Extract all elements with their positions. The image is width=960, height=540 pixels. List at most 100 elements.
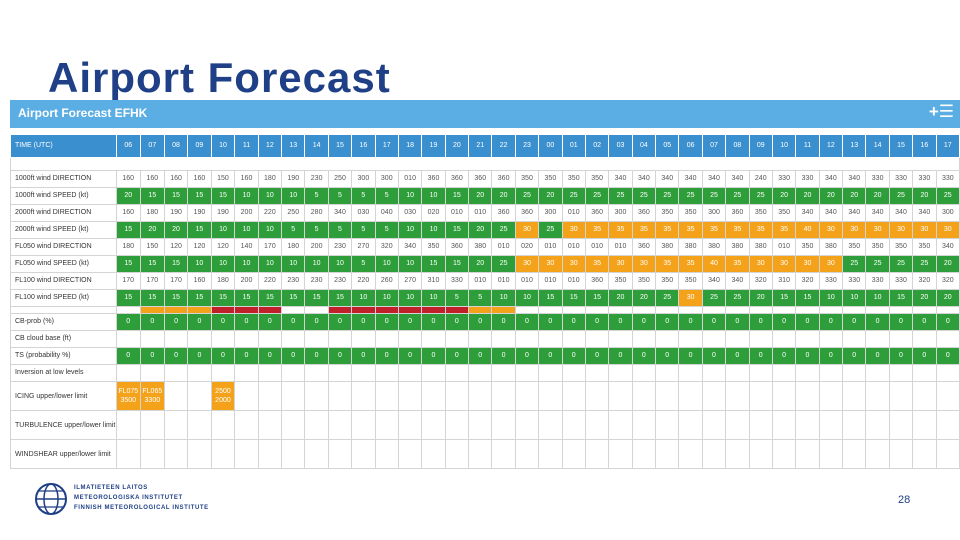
logo-line-en: FINNISH METEOROLOGICAL INSTITUTE <box>74 505 209 511</box>
table-cell <box>795 364 820 382</box>
time-cell: 11 <box>234 134 259 158</box>
table-cell: 300 <box>608 204 633 222</box>
table-cell: 190 <box>281 170 306 188</box>
table-cell: 330 <box>888 272 914 290</box>
table-cell <box>491 330 516 348</box>
table-cell: 350 <box>561 170 586 188</box>
table-cell: 25 <box>678 187 703 205</box>
table-cell: 10 <box>397 255 423 273</box>
table-cell: 20 <box>163 221 189 239</box>
table-cell: 0 <box>631 313 657 331</box>
table-cell <box>912 330 937 348</box>
table-cell <box>397 364 423 382</box>
table-cell: 330 <box>771 170 797 188</box>
table-row: FL050 wind DIRECTION 180 150 120 120 120 140 17… <box>10 238 960 256</box>
table-cell: 10 <box>327 255 353 273</box>
table-cell: 340 <box>818 204 844 222</box>
table-cell <box>234 410 259 440</box>
table-cell: 20 <box>795 187 820 205</box>
table-cell: 0 <box>561 347 586 365</box>
table-cell: 350 <box>748 204 773 222</box>
table-cell <box>115 330 141 348</box>
table-cell: 0 <box>139 313 165 331</box>
table-cell: 340 <box>678 170 703 188</box>
table-cell: 5 <box>374 221 399 239</box>
table-row: 1000ft wind SPEED (kt) 20 15 15 15 15 10 10 10 5 5… <box>10 187 960 205</box>
table-cell <box>725 330 750 348</box>
table-cell: 15 <box>187 187 212 205</box>
table-cell <box>491 381 516 411</box>
table-cell: 15 <box>444 255 470 273</box>
table-cell <box>771 364 797 382</box>
table-cell: 10 <box>818 289 844 307</box>
cb-base-row: CB cloud base (ft) <box>10 330 960 348</box>
table-cell: 190 <box>210 204 236 222</box>
table-cell: 340 <box>725 272 750 290</box>
table-cell: 20 <box>842 187 867 205</box>
time-cell: 05 <box>655 134 680 158</box>
table-cell <box>888 364 914 382</box>
icing-lower: 3300 <box>144 397 161 404</box>
table-cell <box>234 364 259 382</box>
strip-cell <box>234 306 259 314</box>
table-cell: 15 <box>538 289 563 307</box>
table-cell: 330 <box>912 170 937 188</box>
table-cell <box>187 364 212 382</box>
table-cell: 35 <box>701 221 727 239</box>
table-cell: 0 <box>444 313 470 331</box>
table-cell <box>888 381 914 411</box>
table-cell: 35 <box>771 221 797 239</box>
table-cell <box>163 410 189 440</box>
table-cell <box>912 439 937 469</box>
table-cell: 20 <box>538 187 563 205</box>
add-menu-icon[interactable]: +☰ <box>928 102 954 121</box>
table-cell: 340 <box>397 238 423 256</box>
table-cell: 200 <box>234 272 259 290</box>
table-cell: 20 <box>608 289 633 307</box>
table-cell: 25 <box>631 187 657 205</box>
fmi-globe-icon <box>35 483 67 515</box>
panel-header: Airport Forecast EFHK +☰ <box>10 100 960 128</box>
table-cell: 0 <box>374 347 399 365</box>
table-cell: 0 <box>304 347 329 365</box>
strip-cell <box>491 306 516 314</box>
table-cell: 310 <box>771 272 797 290</box>
table-cell: 360 <box>444 238 470 256</box>
table-cell <box>468 381 493 411</box>
table-cell <box>281 330 306 348</box>
table-cell: 350 <box>514 170 540 188</box>
table-cell: 340 <box>631 170 657 188</box>
strip-cell <box>187 306 212 314</box>
table-cell: 10 <box>374 255 399 273</box>
table-cell: 5 <box>351 255 376 273</box>
table-cell: 5 <box>444 289 470 307</box>
table-cell: 10 <box>397 289 423 307</box>
time-row: TIME (UTC) 06 07 08 09 10 11 12 13 14 15 16 17 18 19 20… <box>10 134 960 158</box>
table-cell: 360 <box>491 170 516 188</box>
table-cell: 010 <box>468 204 493 222</box>
table-cell: 120 <box>163 238 189 256</box>
table-cell: 10 <box>397 221 423 239</box>
table-cell: 340 <box>865 204 890 222</box>
table-cell: 35 <box>678 221 703 239</box>
table-cell: 380 <box>748 238 773 256</box>
table-cell: 10 <box>187 255 212 273</box>
time-cell: 14 <box>304 134 329 158</box>
table-cell: 30 <box>771 255 797 273</box>
table-row: 2000ft wind DIRECTION 160 180 190 190 190 200 2… <box>10 204 960 222</box>
icing-upper: FL065 <box>142 388 163 395</box>
time-cell: 17 <box>935 134 960 158</box>
table-cell: 0 <box>468 313 493 331</box>
table-cell <box>538 381 563 411</box>
table-cell <box>584 439 610 469</box>
table-cell: 360 <box>468 170 493 188</box>
table-cell: 30 <box>912 221 937 239</box>
table-cell <box>187 439 212 469</box>
strip-cell <box>538 306 563 314</box>
table-cell: 0 <box>935 313 960 331</box>
table-cell <box>678 439 703 469</box>
table-cell: 360 <box>514 204 540 222</box>
table-cell: 360 <box>491 204 516 222</box>
table-cell: 0 <box>210 313 236 331</box>
table-cell <box>584 381 610 411</box>
